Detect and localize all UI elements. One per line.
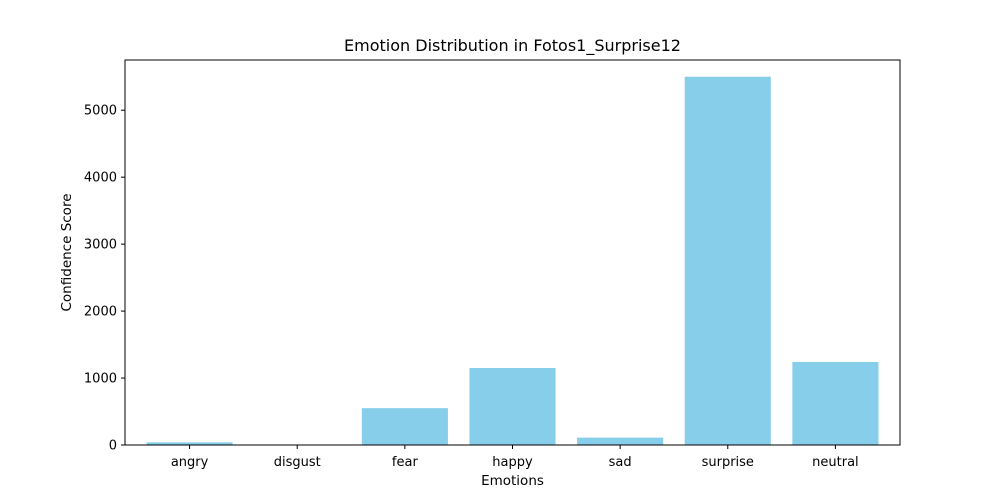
x-axis: angry disgust fear happy sad surprise neutral — [171, 445, 859, 470]
x-tick-label-surprise: surprise — [702, 455, 754, 470]
y-tick-label-0: 0 — [109, 439, 117, 454]
y-tick-label-5000: 5000 — [84, 104, 117, 119]
bars-group — [146, 76, 879, 445]
x-tick-label-angry: angry — [171, 455, 209, 470]
y-tick-label-4000: 4000 — [84, 171, 117, 186]
x-tick-label-fear: fear — [392, 455, 419, 470]
x-tick-label-neutral: neutral — [812, 455, 859, 470]
y-tick-label-3000: 3000 — [84, 238, 117, 253]
x-tick-label-happy: happy — [492, 455, 533, 470]
bar-fear — [361, 408, 448, 445]
y-tick-label-1000: 1000 — [84, 372, 117, 387]
plot-frame — [124, 59, 901, 446]
bar-sad — [577, 437, 664, 445]
bar-surprise — [684, 76, 771, 445]
y-axis: 0 1000 2000 3000 4000 5000 — [84, 104, 125, 454]
x-tick-label-sad: sad — [609, 455, 632, 470]
x-axis-label: Emotions — [481, 473, 544, 489]
y-tick-label-2000: 2000 — [84, 305, 117, 320]
y-axis-label: Confidence Score — [59, 193, 75, 311]
x-tick-label-disgust: disgust — [274, 455, 321, 470]
bar-neutral — [792, 361, 879, 445]
bar-happy — [469, 368, 556, 445]
bar-angry — [146, 442, 233, 445]
chart-title: Emotion Distribution in Fotos1_Surprise1… — [344, 36, 681, 56]
